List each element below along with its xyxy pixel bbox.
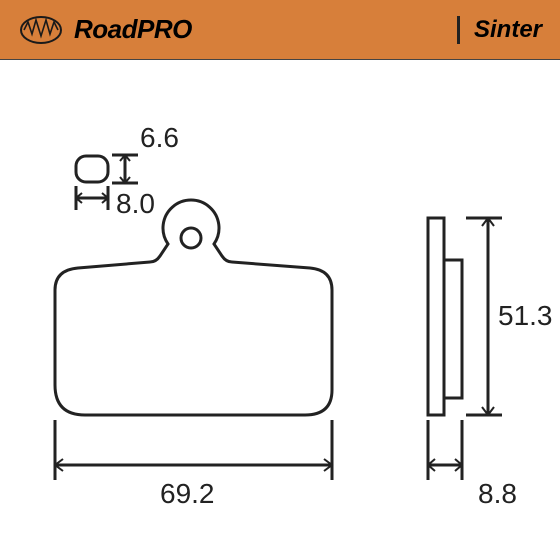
divider-bar — [457, 16, 460, 44]
dim-pin-height: 6.6 — [140, 122, 179, 154]
variant-label: Sinter — [474, 16, 542, 44]
dim-thickness: 8.8 — [478, 478, 517, 510]
product-name: RoadPRO — [74, 14, 192, 45]
header-bar: RoadPRO Sinter — [0, 0, 560, 60]
brand-logo — [18, 14, 64, 46]
dim-pin-width: 8.0 — [116, 188, 155, 220]
dim-pad-width: 69.2 — [160, 478, 215, 510]
dim-pad-height: 51.3 — [498, 300, 553, 332]
header-left: RoadPRO — [18, 14, 192, 46]
header-right: Sinter — [457, 16, 542, 44]
diagram-area: 6.6 8.0 69.2 51.3 8.8 — [0, 60, 560, 560]
